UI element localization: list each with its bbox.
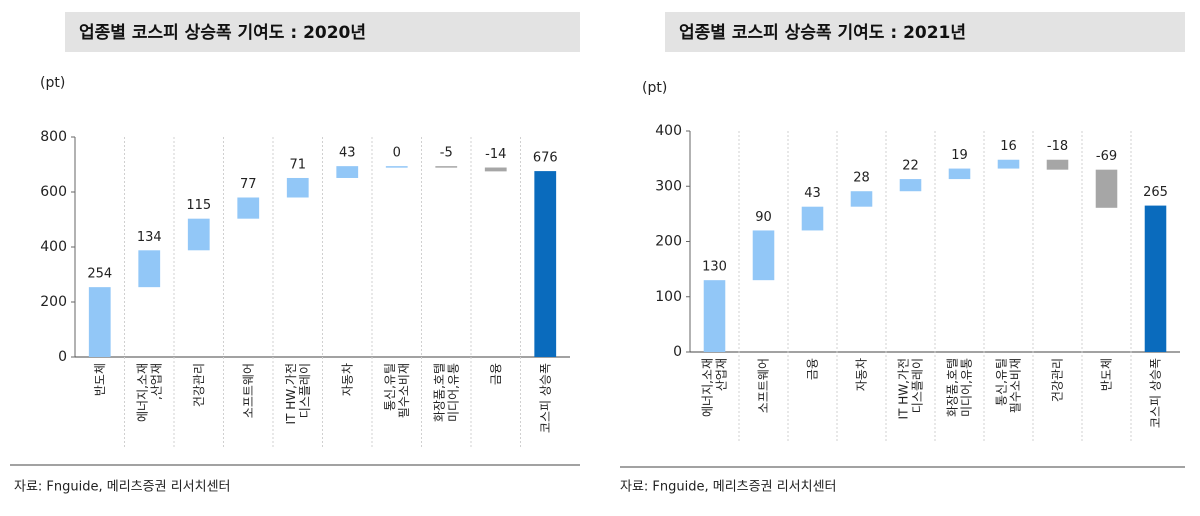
value-label: 71 xyxy=(289,157,306,172)
value-label: 28 xyxy=(853,171,870,186)
value-label: 254 xyxy=(87,267,112,282)
value-label: 90 xyxy=(755,210,772,225)
x-tick-label: 건강관리 xyxy=(191,363,205,407)
chart-title: 업종별 코스피 상승폭 기여도 : 2020년 xyxy=(79,23,366,43)
x-tick-label: 코스피 상승폭 xyxy=(538,363,552,433)
value-label: 134 xyxy=(137,230,162,245)
x-tick-label: 금융 xyxy=(488,363,502,385)
x-tick-label: 반도체 xyxy=(1099,358,1113,391)
value-label: -5 xyxy=(440,146,453,161)
x-tick-label: 소프트웨어 xyxy=(241,363,255,418)
chart-title: 업종별 코스피 상승폭 기여도 : 2021년 xyxy=(679,23,966,43)
y-tick-label: 800 xyxy=(40,129,67,145)
source-note: 자료: Fnguide, 메리츠증권 리서치센터 xyxy=(620,480,837,495)
x-tick-label: 화장품,호텔미디어,유통 xyxy=(945,358,973,417)
bar xyxy=(801,206,824,231)
x-tick-label: 에너지,소재산업재 xyxy=(700,358,728,417)
value-label: 77 xyxy=(240,177,257,192)
x-tick-label: 통신,유틸필수소비재 xyxy=(994,358,1022,413)
x-tick-label: 소프트웨어 xyxy=(756,358,770,413)
value-label: 0 xyxy=(393,146,401,161)
value-label: -69 xyxy=(1096,149,1117,164)
bar xyxy=(336,166,359,178)
value-label: 115 xyxy=(186,198,211,213)
x-tick-label: IT HW,가전디스플레이 xyxy=(283,363,311,424)
x-tick-label: 자동차 xyxy=(854,358,868,391)
bar xyxy=(997,159,1020,169)
y-axis-label: (pt) xyxy=(642,80,667,96)
bar xyxy=(138,250,161,288)
value-label: 19 xyxy=(951,148,968,163)
x-tick-label: IT HW,가전디스플레이 xyxy=(896,358,924,419)
y-tick-label: 200 xyxy=(40,294,67,310)
bar xyxy=(899,179,922,192)
x-tick-label: 코스피 상승폭 xyxy=(1148,358,1162,428)
bar xyxy=(88,287,111,357)
y-tick-label: 0 xyxy=(673,344,682,360)
bar xyxy=(1144,205,1167,352)
y-tick-label: 600 xyxy=(40,184,67,200)
value-label: 130 xyxy=(702,260,727,275)
x-tick-label: 통신,유틸필수소비재 xyxy=(382,363,410,418)
x-tick-label: 화장품,호텔미디어,유통 xyxy=(432,363,460,422)
value-label: 16 xyxy=(1000,139,1017,154)
bar xyxy=(948,168,971,180)
value-label: 676 xyxy=(533,151,558,166)
y-tick-label: 0 xyxy=(58,349,67,365)
value-label: 43 xyxy=(804,186,821,201)
y-tick-label: 200 xyxy=(655,234,682,250)
y-tick-label: 100 xyxy=(655,289,682,305)
y-axis-label: (pt) xyxy=(40,75,65,91)
x-tick-label: 자동차 xyxy=(340,363,354,396)
value-label: 43 xyxy=(339,146,356,161)
bar xyxy=(703,280,726,352)
x-tick-label: 금융 xyxy=(805,358,819,380)
bar xyxy=(850,191,873,207)
x-tick-label: 에너지,소재,산업재 xyxy=(135,363,163,422)
title-box xyxy=(65,12,580,52)
y-tick-label: 400 xyxy=(655,123,682,139)
value-label: 265 xyxy=(1143,185,1168,200)
value-label: 22 xyxy=(902,159,919,174)
title-box xyxy=(665,12,1185,52)
x-tick-label: 반도체 xyxy=(92,363,106,396)
bar xyxy=(1046,159,1069,170)
bar xyxy=(286,177,309,198)
bar xyxy=(484,167,507,172)
bar xyxy=(752,230,775,281)
source-note: 자료: Fnguide, 메리츠증권 리서치센터 xyxy=(14,480,231,495)
y-tick-label: 300 xyxy=(655,178,682,194)
y-tick-label: 400 xyxy=(40,239,67,255)
value-label: -14 xyxy=(485,147,506,162)
bar xyxy=(187,218,210,251)
bar xyxy=(385,166,408,168)
bar xyxy=(435,166,458,168)
bar xyxy=(237,197,260,219)
x-tick-label: 건강관리 xyxy=(1050,358,1064,402)
value-label: -18 xyxy=(1047,139,1068,154)
bar xyxy=(1095,169,1118,208)
bar xyxy=(534,171,557,357)
